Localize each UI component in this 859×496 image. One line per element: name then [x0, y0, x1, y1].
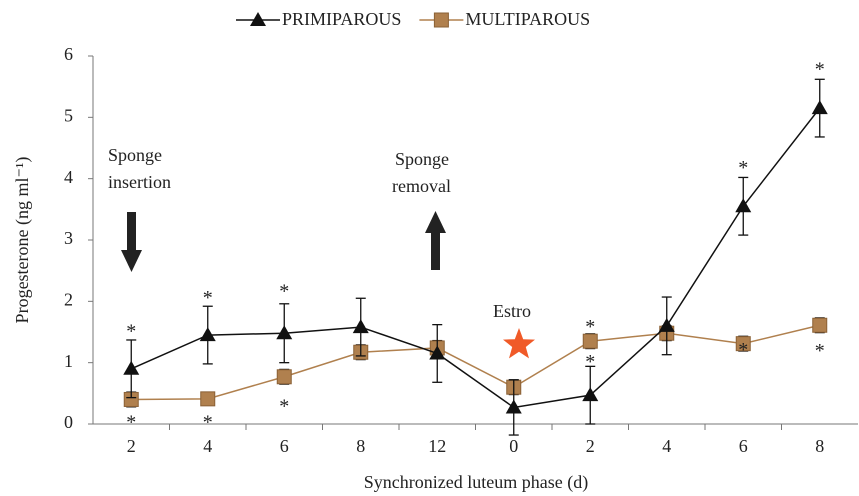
- significance: *: [585, 316, 595, 338]
- point: [658, 317, 675, 332]
- legend-label: PRIMIPAROUS: [282, 9, 401, 29]
- significance: *: [738, 157, 748, 179]
- point: [123, 360, 140, 375]
- significance: *: [279, 281, 289, 303]
- significance: *: [815, 340, 825, 362]
- significance: *: [203, 287, 213, 309]
- estro-star: [503, 328, 535, 359]
- removal-arrow: [425, 211, 446, 270]
- y-tick-label: 2: [64, 289, 73, 309]
- y-tick-label: 4: [64, 167, 73, 187]
- x-tick-label: 6: [280, 436, 289, 456]
- x-tick-label: 4: [203, 436, 212, 456]
- y-tick-label: 6: [64, 44, 73, 64]
- note: Sponge: [395, 149, 449, 169]
- legend-label: MULTIPAROUS: [465, 9, 590, 29]
- point: [200, 391, 216, 407]
- point: [582, 387, 599, 402]
- point: [352, 319, 369, 334]
- note: Sponge: [108, 145, 162, 165]
- point: [811, 100, 828, 115]
- legend-marker: [250, 12, 266, 26]
- x-axis-label: Synchronized luteum phase (d): [364, 472, 588, 493]
- significance: *: [815, 59, 825, 81]
- point: [812, 317, 828, 333]
- note: insertion: [108, 172, 171, 192]
- y-tick-label: 3: [64, 228, 73, 248]
- y-tick-label: 0: [64, 412, 73, 432]
- point: [735, 198, 752, 213]
- series-line: [131, 324, 820, 401]
- significance: *: [126, 321, 136, 343]
- note: Estro: [493, 301, 531, 321]
- note: removal: [392, 176, 451, 196]
- x-tick-label: 4: [662, 436, 671, 456]
- significance: *: [585, 351, 595, 373]
- significance: *: [126, 411, 136, 433]
- y-axis-label: Progesterone (ng ml⁻¹): [12, 157, 33, 324]
- legend-marker: [433, 12, 449, 28]
- x-tick-label: 6: [739, 436, 748, 456]
- point: [582, 333, 598, 349]
- significance: *: [279, 395, 289, 417]
- x-tick-label: 8: [356, 436, 365, 456]
- x-tick-label: 12: [428, 436, 446, 456]
- point: [735, 336, 751, 352]
- series-line: [130, 107, 821, 409]
- y-tick-label: 1: [64, 351, 73, 371]
- point: [276, 325, 293, 340]
- x-tick-label: 2: [586, 436, 595, 456]
- x-tick-label: 2: [127, 436, 136, 456]
- x-tick-label: 8: [815, 436, 824, 456]
- point: [276, 369, 292, 385]
- x-tick-label: 0: [509, 436, 518, 456]
- significance: *: [738, 339, 748, 361]
- y-tick-label: 5: [64, 105, 73, 125]
- point: [429, 345, 446, 360]
- significance: *: [203, 411, 213, 433]
- insertion-arrow: [121, 212, 142, 272]
- point: [199, 327, 216, 342]
- point: [505, 399, 522, 414]
